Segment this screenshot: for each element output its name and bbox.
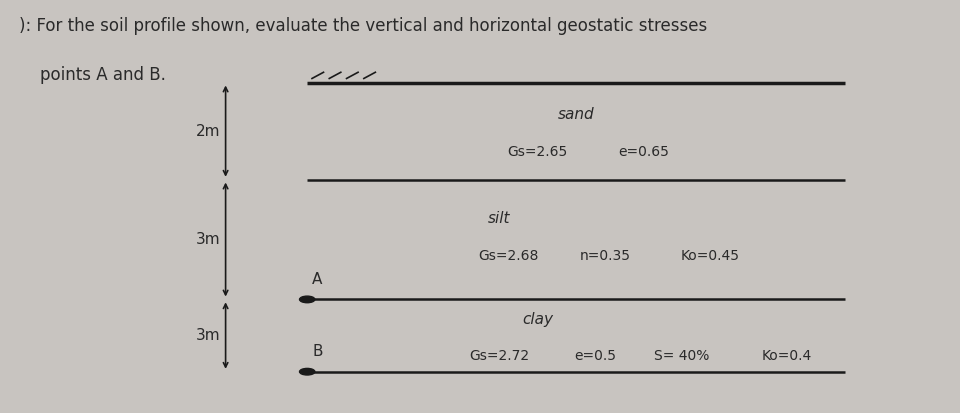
- Text: n=0.35: n=0.35: [579, 249, 631, 263]
- Text: 3m: 3m: [196, 328, 221, 343]
- Text: 2m: 2m: [196, 123, 221, 139]
- Text: e=0.65: e=0.65: [618, 145, 668, 159]
- Text: ): For the soil profile shown, evaluate the vertical and horizontal geostatic st: ): For the soil profile shown, evaluate …: [19, 17, 708, 35]
- Text: Gs=2.65: Gs=2.65: [508, 145, 567, 159]
- Text: Gs=2.72: Gs=2.72: [469, 349, 529, 363]
- Text: 3m: 3m: [196, 232, 221, 247]
- Text: Gs=2.68: Gs=2.68: [479, 249, 539, 263]
- Text: B: B: [312, 344, 323, 359]
- Text: sand: sand: [558, 107, 594, 122]
- Text: clay: clay: [522, 311, 553, 327]
- Text: A: A: [312, 272, 323, 287]
- Text: points A and B.: points A and B.: [19, 66, 166, 84]
- Text: e=0.5: e=0.5: [574, 349, 616, 363]
- Text: Ko=0.45: Ko=0.45: [681, 249, 740, 263]
- Text: silt: silt: [488, 211, 511, 226]
- Text: Ko=0.4: Ko=0.4: [762, 349, 812, 363]
- Text: S= 40%: S= 40%: [654, 349, 709, 363]
